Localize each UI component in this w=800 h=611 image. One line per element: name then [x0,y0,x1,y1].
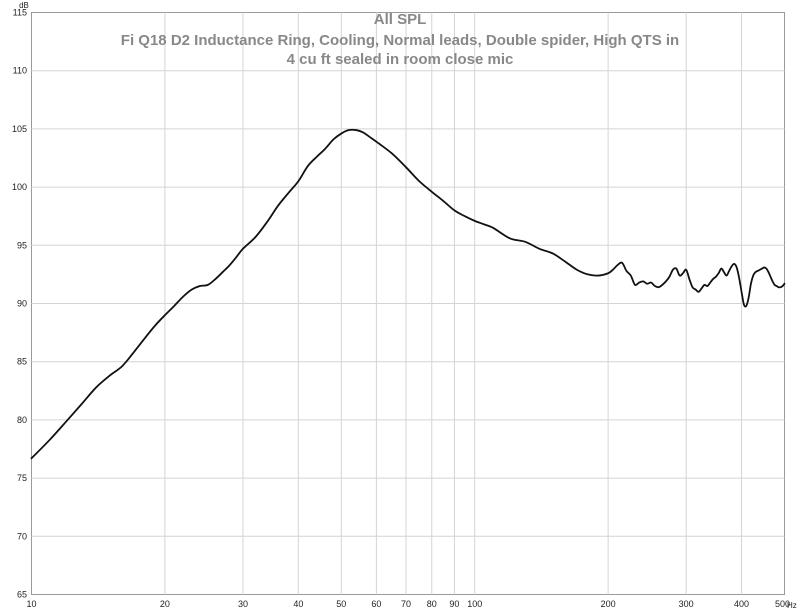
y-tick-label: 105 [12,124,27,134]
x-tick-label: 50 [336,599,346,609]
series-layer [30,128,786,460]
x-tick-label: 10 [26,599,36,609]
y-tick-label: 85 [17,357,27,367]
spl-series-line [30,128,786,460]
y-tick-label: 90 [17,299,27,309]
x-tick-label: 100 [467,599,482,609]
chart-subtitle-line-2: 4 cu ft sealed in room close mic [287,51,514,68]
y-tick-label: 80 [17,415,27,425]
x-tick-label: 200 [601,599,616,609]
y-tick-label: 95 [17,240,27,250]
y-tick-label: 110 [13,66,27,76]
x-tick-label: 40 [293,599,303,609]
y-tick-label: 65 [17,590,27,600]
x-tick-label: 80 [427,599,437,609]
x-tick-label: 20 [160,599,170,609]
x-tick-labels: 10 20 30 40 50 60 70 80 90 100 200 300 400 500 [26,599,790,609]
y-tick-label: 115 [13,8,27,18]
chart-title: All SPL [374,11,427,28]
y-tick-label: 70 [17,531,27,541]
chart-subtitle-line-1: Fi Q18 D2 Inductance Ring, Cooling, Norm… [121,32,679,49]
x-tick-label: 60 [371,599,381,609]
y-gridlines [31,70,785,537]
y-tick-labels: 65 70 75 80 85 90 95 100 105 110 115 [12,8,27,600]
x-tick-label: 70 [401,599,411,609]
x-tick-label: 90 [449,599,459,609]
x-unit-label: Hz [787,601,797,610]
y-unit-label: dB [19,1,29,10]
y-tick-label: 75 [17,473,27,483]
y-tick-label: 100 [12,182,27,192]
x-tick-label: 400 [734,599,749,609]
x-tick-label: 300 [679,599,694,609]
x-tick-label: 30 [238,599,248,609]
x-tick-label: 500 [775,599,790,609]
